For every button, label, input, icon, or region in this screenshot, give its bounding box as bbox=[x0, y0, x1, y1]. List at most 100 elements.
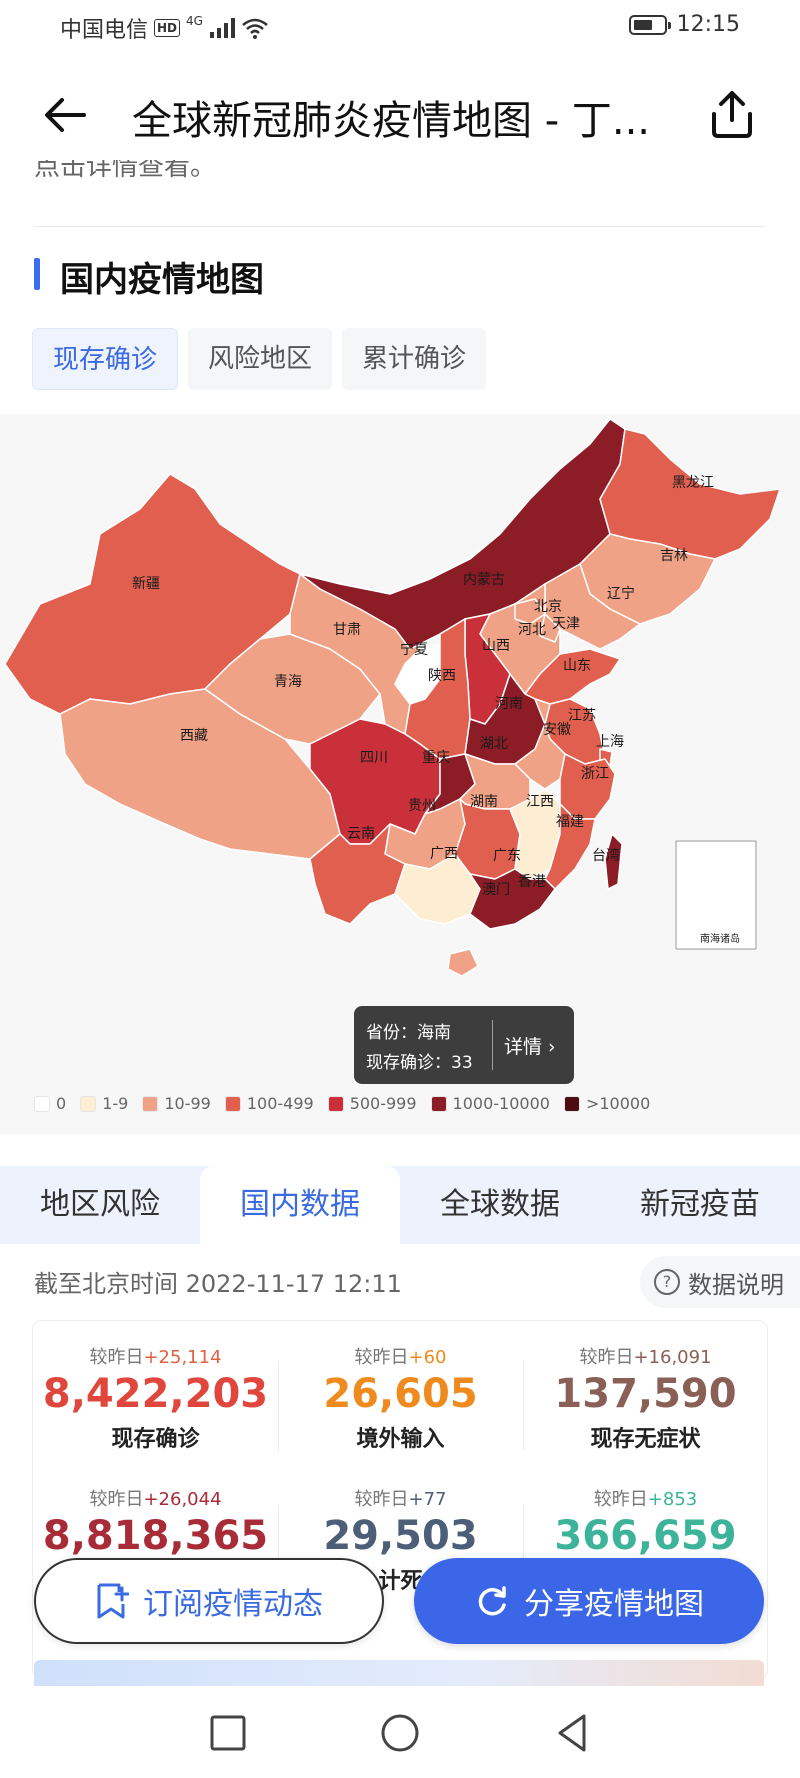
stat-divider bbox=[278, 1505, 279, 1595]
data-note-label: 数据说明 bbox=[688, 1270, 784, 1299]
province-tianjin[interactable] bbox=[539, 613, 561, 643]
label-anhui: 安徽 bbox=[543, 722, 571, 738]
subscribe-button[interactable]: 订阅疫情动态 bbox=[34, 1558, 384, 1644]
stat-delta: 较昨日+77 bbox=[354, 1489, 447, 1510]
label-xinjiang: 新疆 bbox=[132, 576, 160, 592]
province-fujian[interactable] bbox=[544, 803, 596, 890]
back-nav-icon[interactable] bbox=[550, 1710, 596, 1756]
tab-vaccine[interactable]: 新冠疫苗 bbox=[640, 1187, 760, 1222]
status-bar: 中国电信 HD 4G 12:15 bbox=[0, 0, 800, 56]
stat-delta: 较昨日+16,091 bbox=[579, 1347, 712, 1368]
china-map: 新疆 西藏 青海 甘肃 内蒙古 黑龙江 吉林 辽宁 北京 天津 河北 山西 宁夏… bbox=[0, 414, 800, 1134]
label-xizang: 西藏 bbox=[180, 728, 208, 744]
stat-delta: 较昨日+853 bbox=[593, 1489, 698, 1510]
bookmark-plus-icon bbox=[97, 1583, 129, 1619]
label-guangxi: 广西 bbox=[430, 846, 458, 862]
label-shaanxi: 陕西 bbox=[428, 668, 456, 684]
tooltip-value: 现存确诊：33 bbox=[366, 1053, 473, 1073]
label-gansu: 甘肃 bbox=[333, 622, 361, 638]
share-map-button[interactable]: 分享疫情地图 bbox=[414, 1558, 764, 1644]
stat-asymptomatic[interactable]: 较昨日+16,091 137,590 现存无症状 bbox=[523, 1343, 767, 1453]
label-guangdong: 广东 bbox=[493, 848, 521, 864]
province-zhejiang[interactable] bbox=[559, 753, 616, 820]
legend-item[interactable]: 500-999 bbox=[327, 1094, 417, 1113]
help-icon: ? bbox=[654, 1269, 680, 1295]
stat-cured[interactable]: 较昨日+853 366,659 bbox=[523, 1485, 767, 1559]
map-tabs: 现存确诊 风险地区 累计确诊 bbox=[32, 328, 487, 390]
label-hubei: 湖北 bbox=[480, 736, 508, 752]
legend-swatch bbox=[34, 1095, 50, 1112]
recent-apps-icon[interactable] bbox=[205, 1710, 251, 1756]
carrier-name: 中国电信 bbox=[60, 18, 149, 43]
label-henan: 河南 bbox=[495, 696, 523, 712]
share-icon[interactable] bbox=[704, 86, 760, 142]
label-jiangxi: 江西 bbox=[526, 794, 554, 810]
label-taiwan: 台湾 bbox=[592, 847, 620, 864]
tooltip-detail-button[interactable]: 详情 › bbox=[504, 1036, 556, 1058]
legend-item[interactable]: >10000 bbox=[563, 1094, 651, 1113]
legend-item[interactable]: 10-99 bbox=[142, 1094, 211, 1113]
label-beijing: 北京 bbox=[534, 599, 562, 615]
legend-label: 1-9 bbox=[102, 1094, 129, 1113]
data-tabs: 地区风险 国内数据 全球数据 新冠疫苗 bbox=[0, 1166, 800, 1244]
tab-cumulative-confirmed[interactable]: 累计确诊 bbox=[342, 328, 487, 390]
legend-swatch bbox=[327, 1095, 344, 1112]
province-labels: 新疆 西藏 青海 甘肃 内蒙古 黑龙江 吉林 辽宁 北京 天津 河北 山西 宁夏… bbox=[132, 475, 740, 945]
label-fujian: 福建 bbox=[556, 814, 584, 830]
label-guizhou: 贵州 bbox=[408, 798, 436, 814]
province-anhui[interactable] bbox=[514, 698, 566, 790]
province-beijing[interactable] bbox=[514, 598, 546, 625]
promo-banner[interactable] bbox=[34, 1660, 764, 1686]
tooltip-separator bbox=[492, 1020, 493, 1070]
label-xianggang: 香港 bbox=[518, 874, 546, 890]
divider bbox=[34, 226, 764, 227]
stat-value: 137,590 bbox=[554, 1371, 737, 1417]
battery-icon bbox=[628, 14, 671, 35]
stat-value: 26,605 bbox=[323, 1371, 478, 1417]
legend-label: 10-99 bbox=[164, 1094, 211, 1113]
label-shandong: 山东 bbox=[563, 658, 591, 674]
tab-current-confirmed[interactable]: 现存确诊 bbox=[32, 328, 179, 390]
label-qinghai: 青海 bbox=[274, 674, 302, 690]
stat-divider bbox=[523, 1361, 524, 1451]
label-aomen: 澳门 bbox=[482, 882, 510, 898]
tab-domestic-data[interactable]: 国内数据 bbox=[200, 1166, 400, 1244]
stat-cumulative-confirmed[interactable]: 较昨日+26,044 8,818,365 bbox=[33, 1485, 278, 1559]
legend-item[interactable]: 1000-10000 bbox=[430, 1094, 550, 1113]
stat-value: 366,659 bbox=[554, 1513, 737, 1559]
title-bar: 全球新冠肺炎疫情地图 - 丁... bbox=[0, 70, 800, 160]
legend-swatch bbox=[224, 1095, 241, 1112]
tab-region-risk[interactable]: 地区风险 bbox=[40, 1187, 160, 1222]
label-sichuan: 四川 bbox=[360, 750, 388, 766]
label-hebei: 河北 bbox=[518, 622, 546, 638]
legend-swatch bbox=[80, 1095, 97, 1112]
legend-item[interactable]: 1-9 bbox=[80, 1094, 128, 1113]
signal-icon bbox=[209, 18, 235, 38]
stat-current-confirmed[interactable]: 较昨日+25,114 8,422,203 现存确诊 bbox=[33, 1343, 278, 1453]
stat-label: 现存无症状 bbox=[590, 1427, 701, 1452]
stat-deaths[interactable]: 较昨日+77 29,503 计死 bbox=[278, 1485, 523, 1595]
refresh-share-icon bbox=[478, 1586, 506, 1616]
label-tianjin: 天津 bbox=[552, 616, 580, 632]
legend-swatch bbox=[430, 1095, 447, 1112]
back-arrow-icon[interactable] bbox=[40, 90, 90, 140]
map-section-title: 国内疫情地图 bbox=[34, 252, 264, 301]
stat-imported[interactable]: 较昨日+60 26,605 境外输入 bbox=[278, 1343, 523, 1453]
tab-global-data[interactable]: 全球数据 bbox=[440, 1187, 560, 1222]
province-guangdong[interactable] bbox=[469, 868, 556, 930]
share-map-label: 分享疫情地图 bbox=[524, 1587, 704, 1622]
legend-label: >10000 bbox=[585, 1094, 651, 1113]
china-map-svg: 新疆 西藏 青海 甘肃 内蒙古 黑龙江 吉林 辽宁 北京 天津 河北 山西 宁夏… bbox=[4, 418, 781, 977]
south-china-sea-inset bbox=[675, 840, 757, 950]
stat-label: 境外输入 bbox=[356, 1427, 445, 1452]
subscribe-label: 订阅疫情动态 bbox=[143, 1587, 323, 1622]
hd-icon: HD bbox=[154, 19, 181, 37]
data-note-button[interactable]: ? 数据说明 bbox=[640, 1256, 800, 1308]
province-taiwan[interactable] bbox=[604, 833, 623, 890]
tab-risk-areas[interactable]: 风险地区 bbox=[188, 328, 333, 390]
legend-item[interactable]: 0 bbox=[34, 1094, 66, 1113]
province-hainan[interactable] bbox=[447, 948, 479, 977]
page-title: 全球新冠肺炎疫情地图 - 丁... bbox=[132, 98, 651, 144]
home-icon[interactable] bbox=[377, 1710, 423, 1756]
legend-item[interactable]: 100-499 bbox=[224, 1094, 314, 1113]
